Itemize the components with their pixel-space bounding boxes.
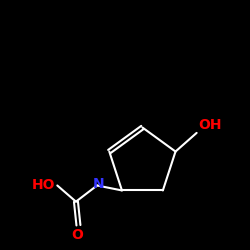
Text: HO: HO bbox=[31, 178, 55, 192]
Text: N: N bbox=[92, 177, 104, 191]
Text: O: O bbox=[71, 228, 83, 242]
Text: OH: OH bbox=[198, 118, 222, 132]
